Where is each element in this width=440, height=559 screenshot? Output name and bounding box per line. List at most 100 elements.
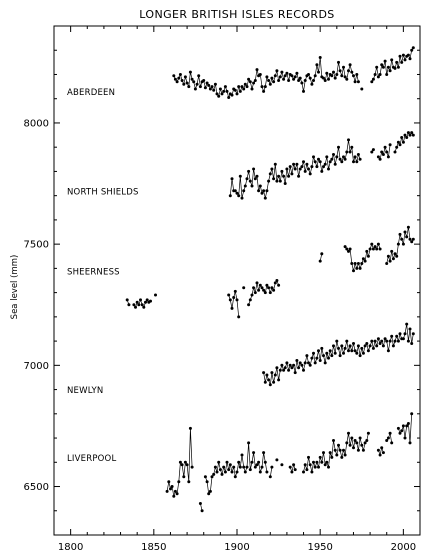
data-point-aberdeen: [248, 80, 252, 84]
data-point-liverpool: [222, 465, 226, 469]
data-point-newlyn: [343, 346, 347, 350]
series-line-liverpool: [386, 433, 393, 443]
data-point-north-shields: [282, 174, 286, 178]
data-point-north-shields: [338, 157, 342, 161]
data-point-north-shields: [403, 133, 407, 137]
data-point-north-shields: [335, 155, 339, 159]
data-point-newlyn: [315, 356, 319, 360]
station-label-aberdeen: ABERDEEN: [67, 88, 115, 98]
data-point-newlyn: [328, 349, 332, 353]
data-point-aberdeen: [205, 81, 209, 85]
data-point-newlyn: [308, 363, 312, 367]
data-point-newlyn: [322, 354, 325, 358]
data-point-north-shields: [307, 167, 310, 171]
data-point-north-shields: [376, 155, 380, 159]
data-point-aberdeen: [203, 86, 207, 90]
data-point-sheerness: [265, 283, 269, 287]
data-point-aberdeen: [323, 79, 327, 82]
data-point-newlyn: [365, 342, 369, 345]
data-point-north-shields: [255, 174, 259, 178]
data-point-north-shields: [268, 172, 272, 176]
data-point-sheerness: [410, 240, 414, 244]
data-point-north-shields: [325, 155, 329, 159]
data-point-sheerness: [132, 303, 136, 307]
data-point-newlyn: [288, 363, 292, 367]
data-point-liverpool: [396, 426, 400, 430]
data-point-newlyn: [318, 359, 322, 362]
data-point-sheerness: [257, 288, 261, 292]
data-point-north-shields: [288, 165, 292, 169]
data-point-aberdeen: [197, 74, 201, 78]
data-point-sheerness: [356, 262, 360, 265]
data-point-north-shields: [401, 140, 405, 144]
data-point-liverpool: [408, 441, 412, 445]
data-point-newlyn: [278, 368, 282, 372]
data-point-aberdeen: [220, 92, 224, 96]
data-point-aberdeen: [385, 73, 389, 76]
data-point-liverpool: [215, 470, 219, 474]
data-point-north-shields: [262, 189, 266, 193]
data-point-aberdeen: [218, 87, 222, 91]
data-point-newlyn: [287, 368, 291, 372]
data-point-newlyn: [292, 363, 296, 367]
data-point-aberdeen: [298, 76, 302, 80]
data-point-sheerness: [393, 252, 397, 256]
data-point-liverpool: [348, 443, 352, 447]
data-point-north-shields: [313, 160, 317, 164]
x-tick-label: 1950: [307, 542, 332, 553]
data-point-aberdeen: [237, 85, 241, 89]
data-point-north-shields: [242, 189, 246, 193]
data-point-aberdeen: [268, 82, 272, 86]
data-point-aberdeen: [393, 66, 397, 70]
data-point-liverpool: [230, 470, 234, 474]
data-point-newlyn: [403, 332, 407, 336]
data-point-newlyn: [268, 383, 272, 387]
data-point-north-shields: [272, 177, 276, 181]
series-line-sheerness: [248, 279, 279, 305]
data-point-aberdeen: [340, 74, 344, 78]
data-point-newlyn: [317, 349, 320, 353]
data-point-aberdeen: [307, 73, 310, 76]
data-point-north-shields: [270, 167, 274, 171]
data-point-liverpool: [358, 436, 362, 440]
data-point-aberdeen: [352, 74, 355, 78]
data-point-north-shields: [303, 169, 307, 173]
data-point-sheerness: [232, 296, 236, 299]
data-point-aberdeen: [223, 85, 227, 89]
data-point-north-shields: [263, 196, 267, 200]
data-point-aberdeen: [193, 87, 197, 91]
data-point-liverpool: [386, 436, 390, 440]
data-point-sheerness: [252, 286, 256, 290]
data-point-aberdeen: [317, 70, 320, 74]
data-point-newlyn: [370, 339, 374, 343]
data-point-sheerness: [378, 247, 382, 251]
data-point-aberdeen: [297, 79, 301, 82]
data-point-north-shields: [230, 177, 234, 181]
data-point-liverpool: [178, 460, 182, 464]
data-point-newlyn: [275, 366, 279, 370]
data-point-north-shields: [406, 131, 410, 135]
data-point-sheerness: [347, 249, 350, 253]
data-point-aberdeen: [378, 73, 382, 76]
data-point-newlyn: [262, 371, 266, 375]
series-line-newlyn: [263, 324, 414, 385]
data-point-liverpool: [352, 446, 355, 450]
data-point-newlyn: [297, 366, 301, 370]
data-point-liverpool: [223, 470, 227, 474]
series-line-liverpool: [289, 463, 296, 474]
data-point-liverpool: [232, 465, 236, 469]
data-point-north-shields: [238, 174, 242, 178]
data-point-newlyn: [347, 349, 350, 353]
data-point-liverpool: [293, 468, 297, 472]
data-point-aberdeen: [190, 77, 194, 81]
data-point-north-shields: [308, 172, 312, 176]
data-point-liverpool: [361, 448, 365, 452]
data-point-sheerness: [248, 298, 252, 302]
data-point-liverpool: [332, 439, 335, 442]
data-point-liverpool: [303, 463, 307, 467]
data-point-liverpool: [190, 465, 194, 469]
data-point-north-shields: [265, 189, 269, 193]
data-point-north-shields: [383, 145, 387, 149]
data-point-north-shields: [277, 174, 281, 178]
data-point-liverpool: [263, 460, 267, 464]
